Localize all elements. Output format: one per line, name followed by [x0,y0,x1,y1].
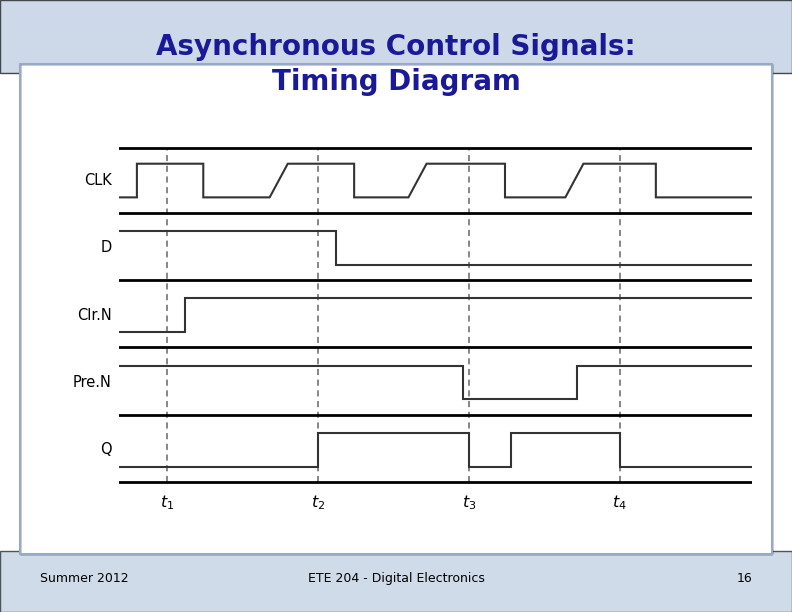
Text: Asynchronous Control Signals:
Timing Diagram: Asynchronous Control Signals: Timing Dia… [156,33,636,95]
Text: $t_4$: $t_4$ [612,493,627,512]
Text: $t_1$: $t_1$ [160,493,174,512]
Text: $t_2$: $t_2$ [310,493,325,512]
FancyBboxPatch shape [0,0,792,73]
Text: Q: Q [100,442,112,457]
FancyBboxPatch shape [20,64,772,554]
Text: Clr.N: Clr.N [77,308,112,323]
Text: Summer 2012: Summer 2012 [40,572,128,585]
Text: CLK: CLK [84,173,112,188]
Text: $t_3$: $t_3$ [462,493,476,512]
Text: D: D [101,241,112,255]
Text: 16: 16 [737,572,752,585]
FancyBboxPatch shape [0,551,792,612]
Text: ETE 204 - Digital Electronics: ETE 204 - Digital Electronics [307,572,485,585]
Text: Pre.N: Pre.N [73,375,112,390]
